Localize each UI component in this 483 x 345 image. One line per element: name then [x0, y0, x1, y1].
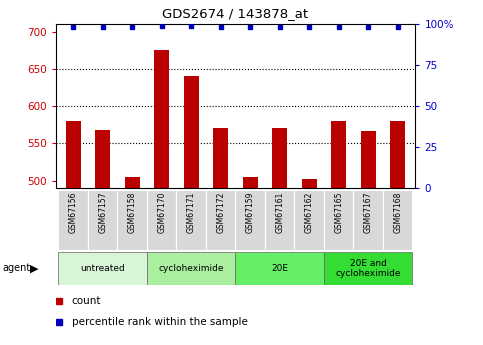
- Text: GSM67167: GSM67167: [364, 191, 373, 233]
- Text: GSM67172: GSM67172: [216, 191, 225, 233]
- Text: GSM67171: GSM67171: [187, 191, 196, 233]
- Text: GSM67156: GSM67156: [69, 191, 78, 233]
- Text: 20E: 20E: [271, 264, 288, 273]
- Bar: [155, 50, 169, 188]
- Bar: [176, 190, 206, 250]
- Bar: [354, 190, 383, 250]
- Text: 20E and
cycloheximide: 20E and cycloheximide: [335, 258, 401, 278]
- Text: count: count: [72, 296, 101, 306]
- Bar: [265, 190, 295, 250]
- Bar: [383, 190, 412, 250]
- Text: GSM67165: GSM67165: [334, 191, 343, 233]
- Bar: [117, 190, 147, 250]
- Bar: [302, 179, 316, 188]
- Bar: [125, 177, 140, 188]
- Bar: [184, 76, 199, 188]
- Bar: [236, 190, 265, 250]
- Title: GDS2674 / 143878_at: GDS2674 / 143878_at: [162, 7, 309, 20]
- Text: agent: agent: [2, 263, 30, 273]
- Bar: [213, 128, 228, 188]
- Bar: [147, 190, 176, 250]
- Text: GSM67162: GSM67162: [305, 191, 313, 233]
- Bar: [390, 121, 405, 188]
- Bar: [272, 128, 287, 188]
- Text: ▶: ▶: [30, 263, 39, 273]
- Text: cycloheximide: cycloheximide: [158, 264, 224, 273]
- Text: percentile rank within the sample: percentile rank within the sample: [72, 317, 248, 327]
- Bar: [95, 130, 110, 188]
- Bar: [66, 121, 81, 188]
- Bar: [361, 131, 376, 188]
- Text: GSM67159: GSM67159: [246, 191, 255, 233]
- Bar: [324, 252, 412, 285]
- Bar: [324, 190, 354, 250]
- Bar: [295, 190, 324, 250]
- Bar: [243, 177, 257, 188]
- Text: GSM67168: GSM67168: [393, 191, 402, 233]
- Bar: [331, 121, 346, 188]
- Bar: [236, 252, 324, 285]
- Bar: [147, 252, 236, 285]
- Text: GSM67161: GSM67161: [275, 191, 284, 233]
- Text: GSM67170: GSM67170: [157, 191, 166, 233]
- Text: GSM67158: GSM67158: [128, 191, 137, 233]
- Bar: [58, 190, 88, 250]
- Bar: [58, 252, 147, 285]
- Bar: [206, 190, 236, 250]
- Text: GSM67157: GSM67157: [98, 191, 107, 233]
- Bar: [88, 190, 117, 250]
- Text: untreated: untreated: [80, 264, 125, 273]
